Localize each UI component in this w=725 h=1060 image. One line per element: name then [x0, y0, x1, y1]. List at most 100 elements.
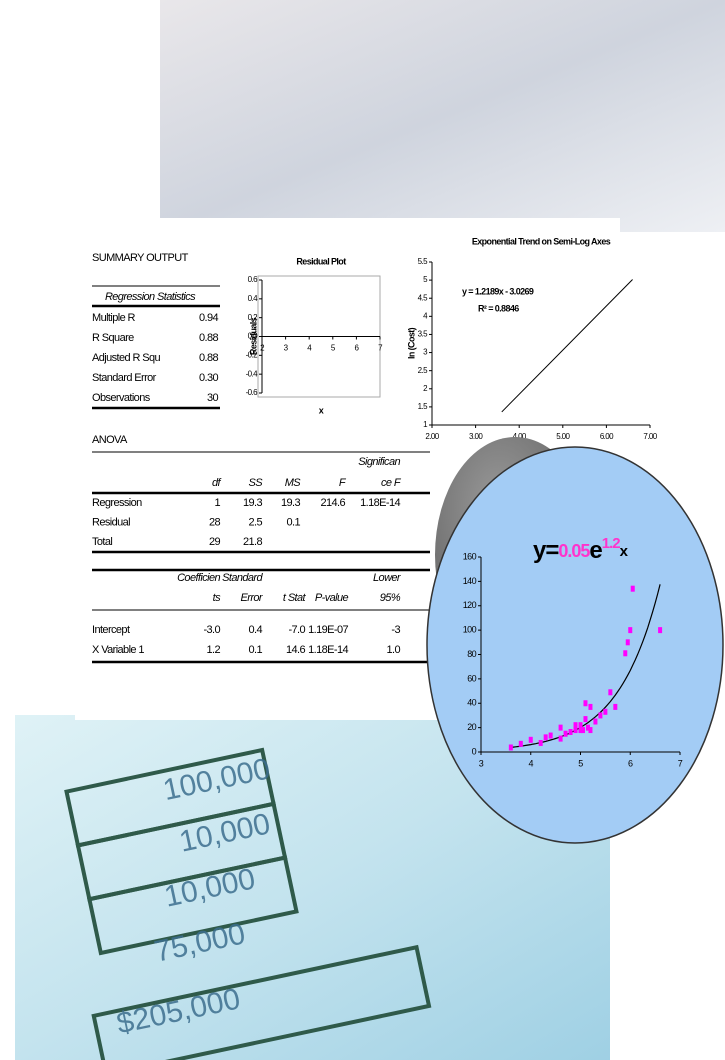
data-point	[559, 736, 563, 742]
data-point	[603, 709, 607, 715]
table-text: MS	[285, 477, 302, 489]
x-tick-label: 5	[578, 758, 583, 768]
data-point	[549, 733, 553, 739]
table-text: Intercept	[92, 624, 130, 636]
y-tick-label: 80	[467, 649, 476, 659]
table-text: 28	[209, 516, 221, 528]
table-text: Total	[92, 536, 112, 548]
equation-part: e	[589, 537, 602, 564]
y-tick-label: 5.5	[418, 257, 428, 266]
data-point	[574, 727, 578, 733]
table-text: Observations	[92, 392, 151, 404]
table-text: ANOVA	[92, 434, 128, 446]
table-text: 1.0	[387, 644, 401, 656]
trendline-equation: y = 1.2189x - 3.0269	[462, 286, 534, 296]
chart-title: Exponential Trend on Semi-Log Axes	[472, 236, 611, 246]
x-tick-label: 5.00	[556, 432, 570, 441]
photo-top	[160, 0, 725, 232]
data-point	[509, 744, 513, 750]
y-tick-label: 3.5	[418, 330, 428, 339]
table-text: 1	[214, 497, 220, 509]
data-point	[593, 719, 597, 725]
table-text: 0.1	[249, 644, 263, 656]
y-tick-label: 1.5	[418, 402, 428, 411]
table-text: Regression Statistics	[105, 291, 196, 303]
data-point	[569, 729, 573, 735]
y-tick-label: 140	[463, 576, 477, 586]
y-tick-label: 60	[467, 673, 476, 683]
data-point	[539, 740, 543, 746]
y-tick-label: 20	[467, 722, 476, 732]
x-axis-label: x	[319, 405, 324, 415]
x-tick-label: 4	[529, 758, 534, 768]
data-point	[544, 734, 548, 740]
table-text: Standard	[222, 572, 263, 584]
data-point	[623, 650, 627, 656]
exponential-callout: 16014012010080604020034567y=0.05e1.2x	[427, 437, 723, 843]
table-text: 0.94	[199, 312, 218, 324]
x-tick-label: 2.00	[425, 432, 439, 441]
x-tick-label: 3	[479, 758, 484, 768]
data-point	[626, 639, 630, 645]
table-text: -7.0	[288, 624, 305, 636]
data-point	[613, 704, 617, 710]
table-text: 1.18E-14	[360, 497, 400, 509]
table-text: Regression	[92, 497, 142, 509]
table-text: SUMMARY OUTPUT	[92, 252, 189, 264]
table-text: -3	[391, 624, 400, 636]
table-text: Lower	[373, 572, 402, 584]
slide: 100,00010,00010,00075,000$205,000 SUMMAR…	[0, 0, 725, 1060]
table-text: R Square	[92, 332, 134, 344]
y-tick-label: 160	[463, 551, 477, 561]
y-tick-label: 0.4	[248, 294, 258, 303]
table-text: 29	[209, 536, 221, 548]
data-point	[559, 725, 563, 731]
x-tick-label: 7.00	[643, 432, 657, 441]
y-tick-label: 0	[472, 746, 477, 756]
table-text: Multiple R	[92, 312, 136, 324]
table-text: Significan	[358, 456, 400, 468]
y-tick-label: -0.6	[246, 388, 259, 397]
x-tick-label: 7	[678, 758, 683, 768]
x-tick-label: 3.00	[469, 432, 483, 441]
y-tick-label: 0.6	[248, 275, 258, 284]
table-text: P-value	[315, 592, 349, 604]
table-text: SS	[249, 477, 264, 489]
equation-part: y=	[533, 537, 559, 564]
y-axis-label: Residuals	[248, 317, 258, 355]
x-tick-label: 6.00	[600, 432, 614, 441]
y-tick-label: 40	[467, 698, 476, 708]
table-text: 1.19E-07	[308, 624, 348, 636]
table-text: Error	[241, 592, 264, 604]
data-point	[583, 700, 587, 706]
data-point	[588, 727, 592, 733]
table-text: 30	[207, 392, 219, 404]
chart-title: Residual Plot	[296, 256, 346, 266]
table-text: 0.30	[199, 372, 218, 384]
table-text: 0.1	[287, 516, 301, 528]
table-text: X Variable 1	[92, 644, 144, 656]
table-text: Adjusted R Squ	[92, 352, 161, 364]
table-text: 214.6	[320, 497, 345, 509]
table-text: Standard Error	[92, 372, 157, 384]
data-point	[564, 731, 568, 737]
y-tick-label: 2.5	[418, 366, 428, 375]
y-tick-label: 120	[463, 600, 477, 610]
table-text: 0.4	[249, 624, 263, 636]
table-text: Coefficien	[177, 572, 220, 584]
equation-part: 0.05	[558, 541, 590, 561]
y-tick-label: -0.4	[246, 369, 259, 378]
data-point	[631, 586, 635, 592]
table-text: 21.8	[243, 536, 262, 548]
table-text: ce F	[381, 477, 402, 489]
data-point	[598, 712, 602, 718]
data-point	[608, 689, 612, 695]
x-tick-label: 6	[628, 758, 633, 768]
table-text: -3.0	[203, 624, 220, 636]
table-text: 95%	[380, 592, 401, 604]
table-text: 19.3	[243, 497, 262, 509]
data-point	[581, 727, 585, 733]
table-text: 0.88	[199, 352, 218, 364]
table-text: 14.6	[286, 644, 305, 656]
table-text: t Stat	[283, 592, 307, 604]
